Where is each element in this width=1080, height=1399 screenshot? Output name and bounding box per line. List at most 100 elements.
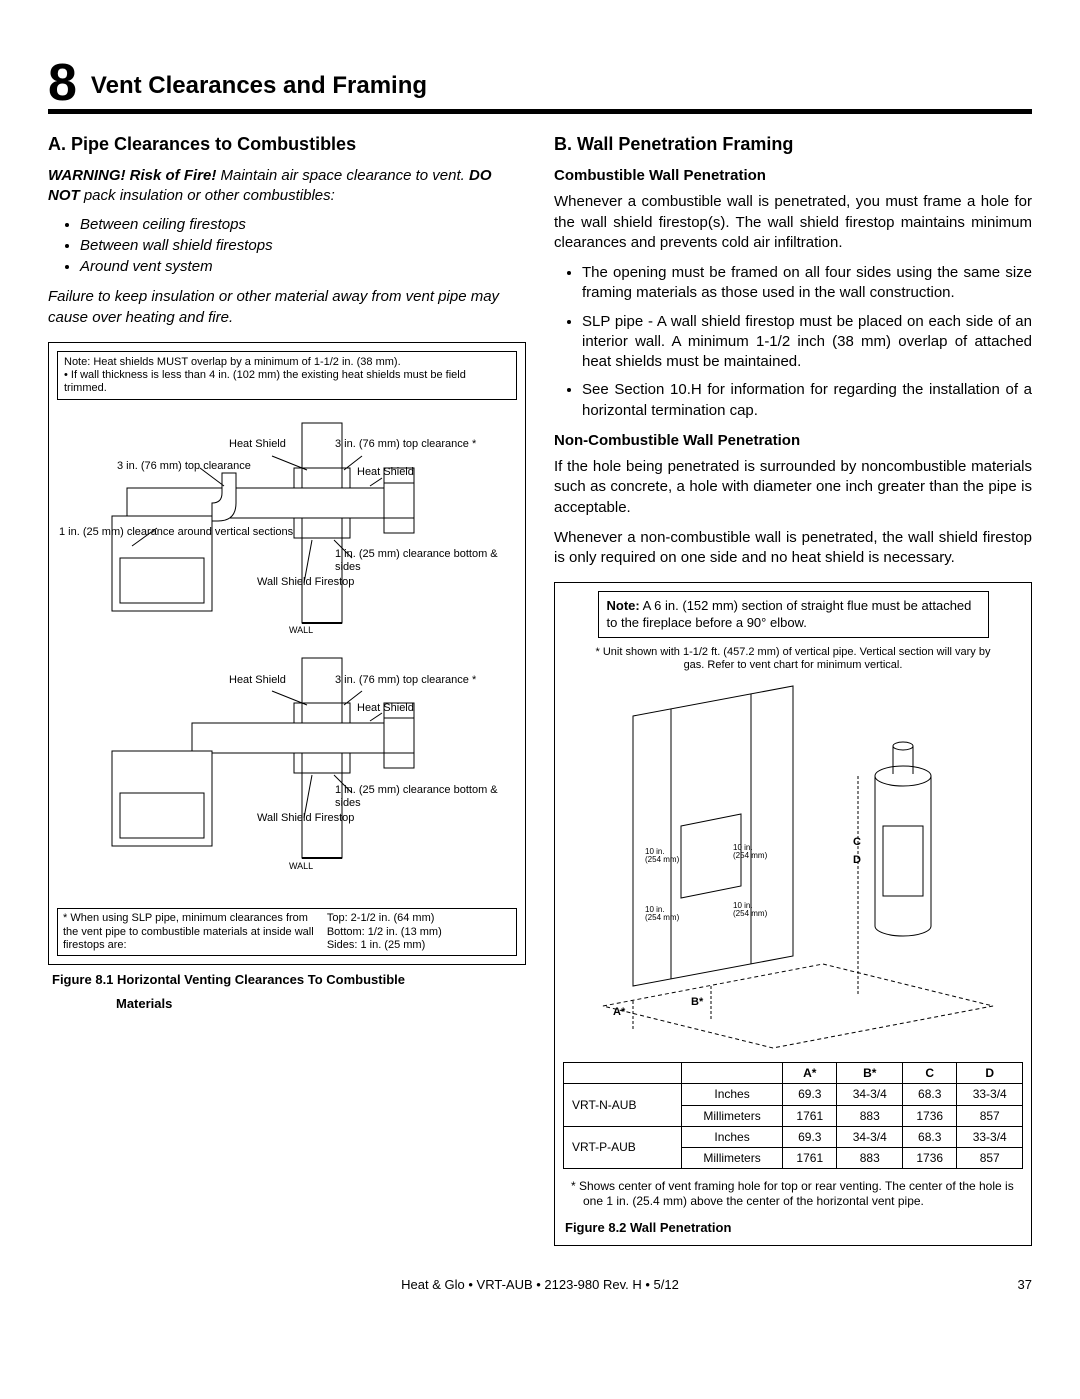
table-row: VRT-N-AUB Inches 69.3 34-3/4 68.3 33-3/4 [564, 1084, 1023, 1105]
para-b3: Whenever a non-combustible wall is penet… [554, 528, 1032, 569]
label-wsf: Wall Shield Firestop [257, 576, 354, 588]
dimensions-table: A* B* C D VRT-N-AUB Inches 69.3 34-3/4 6… [563, 1062, 1023, 1169]
cell: 69.3 [783, 1126, 837, 1147]
label-1in-r: 1 in. (25 mm) clearance bottom & sides [335, 548, 517, 572]
cell: 857 [957, 1147, 1023, 1168]
cell: 883 [837, 1147, 903, 1168]
section-a-heading: A. Pipe Clearances to Combustibles [48, 132, 526, 156]
th-C: C [903, 1063, 957, 1084]
label-wall-u: WALL [289, 626, 313, 636]
cell: 68.3 [903, 1126, 957, 1147]
warning-body: Maintain air space clearance to vent. [216, 167, 469, 184]
chapter-header: 8 Vent Clearances and Framing [48, 60, 1032, 114]
unit: Millimeters [682, 1105, 783, 1126]
left-column: A. Pipe Clearances to Combustibles WARNI… [48, 132, 526, 1246]
label-wall-l: WALL [289, 862, 313, 872]
dim-B: B* [691, 996, 703, 1008]
cell: 33-3/4 [957, 1126, 1023, 1147]
label-1in-l: 1 in. (25 mm) clearance around vertical … [59, 526, 293, 538]
cell: 1736 [903, 1105, 957, 1126]
two-column-layout: A. Pipe Clearances to Combustibles WARNI… [48, 132, 1032, 1246]
label-heat-shield-r: Heat Shield [357, 466, 414, 478]
para-b2: If the hole being penetrated is surround… [554, 457, 1032, 518]
figure-8-1-diagram: Heat Shield 3 in. (76 mm) top clearance … [57, 408, 517, 908]
list-item: Between ceiling firestops [80, 215, 526, 235]
warning-prefix: WARNING! Risk of Fire! [48, 167, 216, 184]
label-heat-shield-r2: Heat Shield [357, 702, 414, 714]
cell: 1736 [903, 1147, 957, 1168]
th-A: A* [783, 1063, 837, 1084]
page-footer: Heat & Glo • VRT-AUB • 2123-980 Rev. H •… [48, 1276, 1032, 1294]
figure-8-2-box: Note: A 6 in. (152 mm) section of straig… [554, 582, 1032, 1245]
note-prefix: Note: [607, 598, 640, 613]
unit-subnote: * Unit shown with 1-1/2 ft. (457.2 mm) o… [563, 646, 1023, 672]
label-heat-shield-l2: Heat Shield [229, 674, 286, 686]
list-item: See Section 10.H for information for reg… [582, 380, 1032, 421]
figure-8-2-diagram: 10 in. (254 mm) 10 in. (254 mm) 10 in. (… [563, 676, 1023, 1056]
warning-paragraph: WARNING! Risk of Fire! Maintain air spac… [48, 166, 526, 207]
slp-bottom: Bottom: 1/2 in. (13 mm) [327, 926, 511, 939]
model-1: VRT-P-AUB [564, 1126, 682, 1168]
dim-C: C [853, 836, 861, 848]
failure-note: Failure to keep insulation or other mate… [48, 287, 526, 328]
clearance-diagram-svg [57, 408, 517, 908]
slp-note: * When using SLP pipe, minimum clearance… [57, 908, 517, 956]
page-number: 37 [1018, 1276, 1032, 1294]
cell: 33-3/4 [957, 1084, 1023, 1105]
label-wsf2: Wall Shield Firestop [257, 812, 354, 824]
chapter-number: 8 [48, 60, 77, 107]
slp-sides: Sides: 1 in. (25 mm) [327, 939, 511, 952]
th-blank2 [682, 1063, 783, 1084]
figure-8-1-caption: Figure 8.1 Horizontal Venting Clearances… [48, 971, 526, 989]
unit: Millimeters [682, 1147, 783, 1168]
section-b-bullets: The opening must be framed on all four s… [554, 263, 1032, 421]
dim-254-4: 10 in. (254 mm) [733, 902, 767, 918]
cell: 34-3/4 [837, 1126, 903, 1147]
footer-text: Heat & Glo • VRT-AUB • 2123-980 Rev. H •… [401, 1277, 679, 1292]
figure-8-1-box: Note: Heat shields MUST overlap by a min… [48, 342, 526, 965]
table-footnote: * Shows center of vent framing hole for … [583, 1179, 1017, 1209]
list-item: The opening must be framed on all four s… [582, 263, 1032, 304]
th-D: D [957, 1063, 1023, 1084]
list-item: Between wall shield firestops [80, 236, 526, 256]
slp-top: Top: 2-1/2 in. (64 mm) [327, 912, 511, 925]
unit: Inches [682, 1126, 783, 1147]
th-blank [564, 1063, 682, 1084]
label-heat-shield-l: Heat Shield [229, 438, 286, 450]
cell: 1761 [783, 1105, 837, 1126]
unit: Inches [682, 1084, 783, 1105]
figure-8-2-note: Note: A 6 in. (152 mm) section of straig… [598, 591, 989, 638]
figure-8-1-caption-2: Materials [48, 995, 526, 1013]
cell: 857 [957, 1105, 1023, 1126]
list-item: SLP pipe - A wall shield firestop must b… [582, 312, 1032, 373]
table-header-row: A* B* C D [564, 1063, 1023, 1084]
label-top-clearance-r2: 3 in. (76 mm) top clearance * [335, 674, 476, 686]
th-B: B* [837, 1063, 903, 1084]
label-1in-r2: 1 in. (25 mm) clearance bottom & sides [335, 784, 517, 808]
dim-254-3: 10 in. (254 mm) [645, 906, 679, 922]
dim-254-1: 10 in. (254 mm) [645, 848, 679, 864]
slp-note-text: * When using SLP pipe, minimum clearance… [63, 912, 321, 952]
cell: 68.3 [903, 1084, 957, 1105]
warning-tail: pack insulation or other combustibles: [80, 187, 335, 204]
cell: 34-3/4 [837, 1084, 903, 1105]
dim-A: A* [613, 1006, 625, 1018]
model-0: VRT-N-AUB [564, 1084, 682, 1126]
cell: 1761 [783, 1147, 837, 1168]
figure-8-2-caption: Figure 8.2 Wall Penetration [563, 1219, 1023, 1237]
list-item: Around vent system [80, 257, 526, 277]
chapter-title: Vent Clearances and Framing [91, 70, 427, 106]
dim-D: D [853, 854, 861, 866]
note-body: A 6 in. (152 mm) section of straight flu… [607, 598, 972, 629]
right-column: B. Wall Penetration Framing Combustible … [554, 132, 1032, 1246]
figure-8-1-note: Note: Heat shields MUST overlap by a min… [57, 351, 517, 401]
wall-penetration-svg [563, 676, 1023, 1056]
sub-combustible: Combustible Wall Penetration [554, 166, 1032, 186]
para-b1: Whenever a combustible wall is penetrate… [554, 192, 1032, 253]
sub-noncombustible: Non-Combustible Wall Penetration [554, 431, 1032, 451]
cell: 883 [837, 1105, 903, 1126]
section-b-heading: B. Wall Penetration Framing [554, 132, 1032, 156]
label-top-clearance-l: 3 in. (76 mm) top clearance [117, 460, 251, 472]
label-top-clearance-r: 3 in. (76 mm) top clearance * [335, 438, 476, 450]
warning-bullets: Between ceiling firestops Between wall s… [48, 215, 526, 278]
